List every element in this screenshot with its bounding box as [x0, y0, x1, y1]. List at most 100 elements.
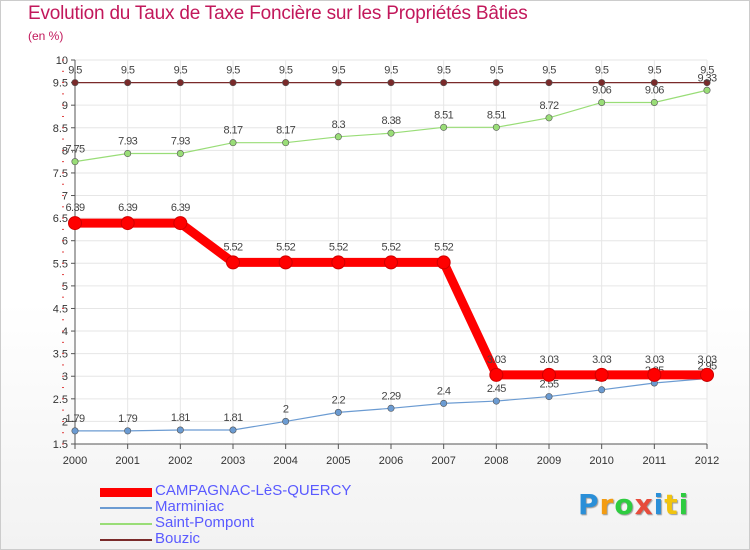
- data-point: [647, 367, 662, 382]
- data-label: 1.79: [118, 413, 137, 425]
- data-label: 9.5: [121, 65, 135, 77]
- data-label: 5.52: [223, 241, 242, 253]
- logo-letter: i: [653, 488, 665, 521]
- data-point: [440, 399, 448, 407]
- data-label: 2.55: [539, 379, 558, 391]
- data-label: 3.03: [592, 354, 611, 366]
- data-point: [492, 123, 500, 131]
- data-point: [703, 86, 711, 94]
- y-tick-label: 1.5: [53, 439, 68, 451]
- data-label: 9.33: [697, 72, 716, 84]
- legend-label: Marminiac: [155, 498, 225, 515]
- data-point: [282, 139, 290, 147]
- data-point: [436, 255, 451, 270]
- y-tick-label: 8.5: [53, 123, 68, 135]
- y-tick-label: 2: [62, 416, 68, 428]
- legend-label: CAMPAGNAC-LèS-QUERCY: [155, 482, 352, 499]
- data-label: 5.52: [381, 241, 400, 253]
- logo-letter: i: [678, 488, 690, 521]
- data-label: 8.72: [539, 100, 558, 112]
- x-tick-label: 2006: [379, 455, 403, 467]
- data-point: [492, 79, 500, 87]
- legend-item: CAMPAGNAC-LèS-QUERCY: [100, 482, 400, 499]
- data-point: [176, 150, 184, 158]
- x-tick-label: 2011: [643, 455, 667, 467]
- data-label: 7.93: [118, 136, 137, 148]
- data-label: 1.79: [65, 413, 84, 425]
- data-label: 9.5: [490, 65, 504, 77]
- data-point: [598, 386, 606, 394]
- data-label: 1.81: [171, 412, 190, 424]
- data-point: [598, 79, 606, 87]
- y-tick-label: 9.5: [53, 78, 68, 90]
- data-label: 9.06: [645, 84, 664, 96]
- y-tick-label: 4.5: [53, 303, 68, 315]
- data-point: [229, 79, 237, 87]
- data-label: 6.39: [65, 202, 84, 214]
- chart-title: Evolution du Taux de Taxe Foncière sur l…: [28, 3, 528, 24]
- y-tick-label: 7: [62, 191, 68, 203]
- y-tick-label: 4: [62, 326, 68, 338]
- chart-unit-label: (en %): [28, 29, 64, 43]
- legend-item: Saint-Pompont: [100, 514, 400, 531]
- data-point: [124, 427, 132, 435]
- data-label: 9.5: [437, 65, 451, 77]
- x-tick-label: 2012: [695, 455, 719, 467]
- data-label: 2: [283, 403, 289, 415]
- data-point: [650, 79, 658, 87]
- data-label: 3.03: [645, 354, 664, 366]
- legend-item: Bouzic: [100, 530, 400, 547]
- data-point: [492, 397, 500, 405]
- y-tick-label: 3: [62, 371, 68, 383]
- data-label: 9.5: [332, 65, 346, 77]
- data-label: 6.39: [118, 202, 137, 214]
- y-tick-label: 3.5: [53, 349, 68, 361]
- y-tick-label: 10: [56, 55, 68, 67]
- data-label: 9.06: [592, 84, 611, 96]
- data-point: [282, 417, 290, 425]
- data-point: [598, 98, 606, 106]
- data-label: 9.5: [279, 65, 293, 77]
- data-point: [278, 255, 293, 270]
- data-label: 8.3: [332, 119, 346, 131]
- y-tick-label: 9: [62, 100, 68, 112]
- legend-swatch: [100, 507, 152, 509]
- legend-swatch: [100, 488, 152, 497]
- legend-swatch: [100, 523, 152, 525]
- data-label: 9.5: [648, 65, 662, 77]
- y-tick-label: 5: [62, 281, 68, 293]
- data-point: [387, 404, 395, 412]
- data-point: [545, 393, 553, 401]
- x-tick-label: 2005: [326, 455, 350, 467]
- data-point: [229, 426, 237, 434]
- data-label: 8.51: [487, 109, 506, 121]
- x-tick-label: 2000: [63, 455, 87, 467]
- data-label: 2.95: [697, 360, 716, 372]
- x-tick-label: 2001: [115, 455, 139, 467]
- data-point: [545, 114, 553, 122]
- data-label: 1.81: [223, 412, 242, 424]
- data-point: [120, 216, 135, 231]
- data-label: 9.5: [174, 65, 188, 77]
- data-point: [71, 158, 79, 166]
- data-point: [440, 79, 448, 87]
- data-point: [71, 79, 79, 87]
- data-point: [334, 133, 342, 141]
- y-tick-label: 6: [62, 236, 68, 248]
- data-point: [334, 408, 342, 416]
- data-point: [387, 129, 395, 137]
- data-label: 5.52: [276, 241, 295, 253]
- logo-letter: P: [578, 488, 600, 521]
- data-label: 5.52: [329, 241, 348, 253]
- x-tick-label: 2008: [484, 455, 508, 467]
- legend-swatch: [100, 539, 152, 541]
- data-point: [489, 367, 504, 382]
- data-point: [387, 79, 395, 87]
- data-label: 7.93: [171, 136, 190, 148]
- data-label: 3.03: [539, 354, 558, 366]
- data-label: 9.5: [384, 65, 398, 77]
- data-point: [176, 79, 184, 87]
- data-label: 2.4: [437, 385, 451, 397]
- data-point: [650, 98, 658, 106]
